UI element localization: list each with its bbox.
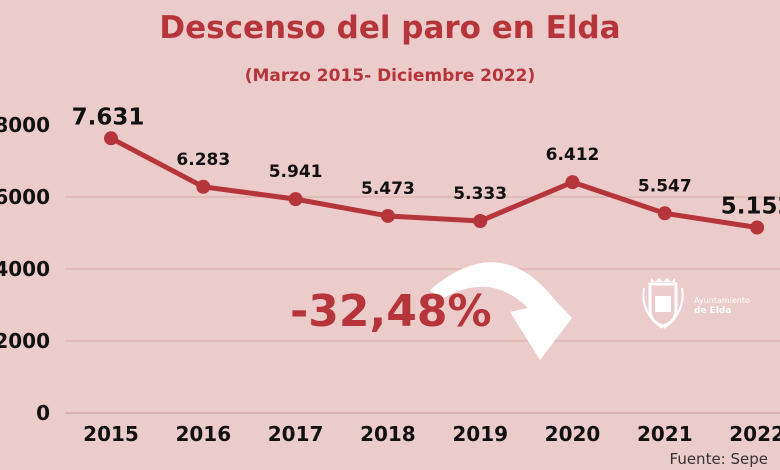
x-tick-label: 2019 — [452, 422, 508, 446]
y-tick-label: 8000 — [0, 113, 50, 137]
x-tick-label: 2015 — [83, 422, 139, 446]
x-tick-label: 2020 — [545, 422, 601, 446]
chart-title: Descenso del paro en Elda — [159, 10, 621, 46]
data-point — [380, 208, 395, 223]
source-note: Fuente: Sepe — [669, 450, 768, 468]
coat-of-arms-icon — [642, 278, 684, 329]
data-label: 6.283 — [176, 150, 230, 170]
y-tick-label: 6000 — [0, 185, 50, 209]
data-point — [565, 175, 580, 190]
x-tick-label: 2021 — [637, 422, 693, 446]
data-label: 5.152 — [721, 194, 780, 220]
x-tick-label: 2022 — [729, 422, 780, 446]
data-label: 5.941 — [269, 162, 323, 182]
y-tick-label: 2000 — [0, 329, 50, 353]
chart-subtitle: (Marzo 2015- Diciembre 2022) — [244, 66, 536, 86]
series-line — [109, 136, 758, 230]
percentage-annotation: -32,48% — [290, 286, 492, 337]
data-label: 5.473 — [361, 179, 415, 199]
data-label: 5.547 — [638, 176, 692, 196]
down-arrow-icon — [430, 262, 572, 360]
data-point — [196, 179, 211, 194]
data-point — [657, 206, 672, 221]
x-tick-label: 2017 — [268, 422, 324, 446]
data-label: 5.333 — [453, 184, 507, 204]
data-point — [104, 131, 118, 146]
y-tick-label: 4000 — [0, 257, 50, 281]
data-point — [473, 214, 488, 229]
logo-text: Ayuntamiento de Elda — [694, 296, 750, 316]
x-tick-label: 2018 — [360, 422, 416, 446]
ayuntamiento-logo: Ayuntamiento de Elda — [636, 272, 766, 336]
data-point — [288, 192, 303, 207]
data-point — [750, 220, 765, 235]
data-label: 6.412 — [546, 145, 600, 165]
y-tick-label: 0 — [36, 401, 50, 425]
data-label: 7.631 — [72, 104, 145, 130]
x-tick-label: 2016 — [175, 422, 231, 446]
